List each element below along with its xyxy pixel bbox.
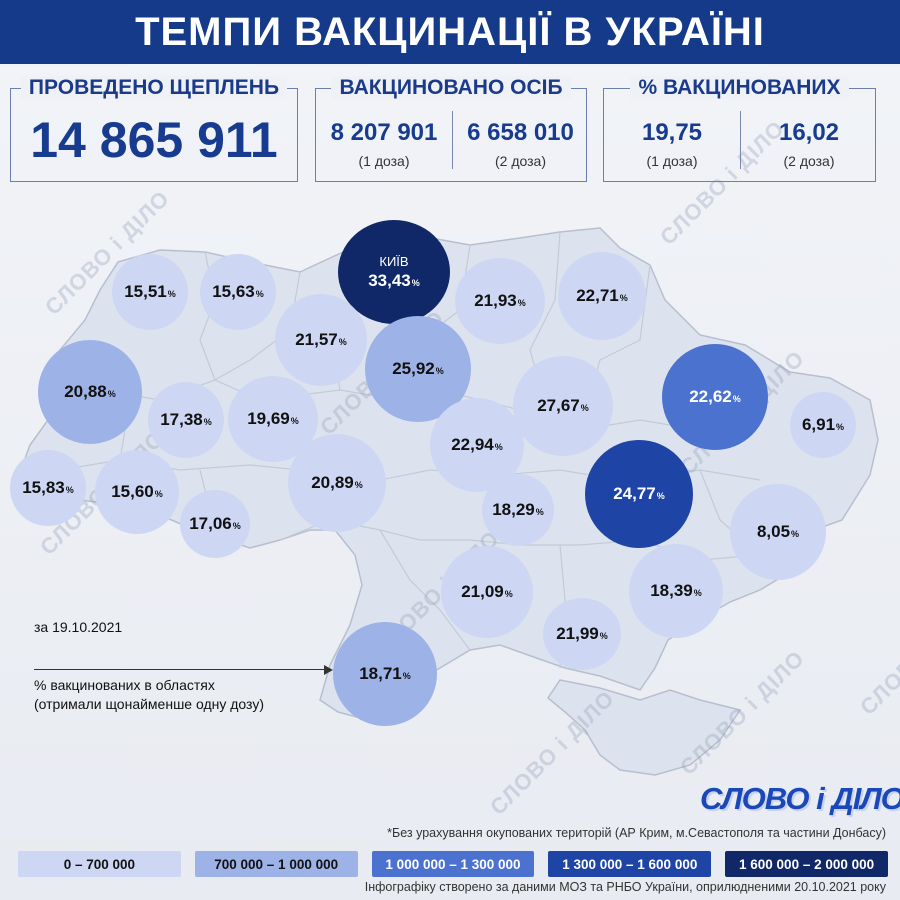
doses-total: 14 865 911 (30, 112, 278, 168)
persons-title: ВАКЦИНОВАНО ОСІБ (331, 76, 571, 99)
legend-item: 1 300 000 – 1 600 000 (548, 851, 712, 877)
region-bubble: 20,89% (288, 434, 386, 532)
divider (452, 111, 453, 169)
region-bubble: 18,71% (333, 622, 437, 726)
legend-item: 1 000 000 – 1 300 000 (371, 851, 535, 877)
percent-first-dose: 19,75 (1 доза) (604, 119, 740, 169)
legend-item: 0 – 700 000 (18, 851, 181, 877)
region-bubble: 27,67% (513, 356, 613, 456)
source-note: Інфографіку створено за даними МОЗ та РН… (364, 880, 886, 894)
percent-first-label: (1 доза) (646, 153, 698, 169)
city-name: КИЇВ (379, 253, 409, 269)
region-bubble: 8,05% (730, 484, 826, 580)
doses-stat-box: ПРОВЕДЕНО ЩЕПЛЕНЬ 14 865 911 (10, 76, 298, 182)
legend-note: % вакцинованих в областях (отримали щона… (34, 677, 264, 712)
percent-first-value: 19,75 (641, 119, 703, 146)
region-bubble: 15,63% (200, 254, 276, 330)
doses-title: ПРОВЕДЕНО ЩЕПЛЕНЬ (20, 76, 288, 99)
region-bubble: 21,99% (543, 598, 621, 670)
persons-second-dose: 6 658 010 (2 доза) (453, 119, 588, 169)
region-bubble: 6,91% (790, 392, 856, 458)
persons-second-value: 6 658 010 (467, 119, 574, 146)
percent-second-dose: 16,02 (2 доза) (741, 119, 877, 169)
region-bubble: 24,77% (585, 440, 693, 548)
region-bubble: 21,93% (455, 258, 545, 344)
divider (740, 111, 741, 169)
percent-title: % ВАКЦИНОВАНИХ (630, 76, 849, 99)
persons-stat-box: ВАКЦИНОВАНО ОСІБ 8 207 901 (1 доза) 6 65… (315, 76, 588, 182)
persons-first-label: (1 доза) (358, 153, 410, 169)
arrow-icon (324, 665, 333, 675)
region-bubble: 17,06% (180, 490, 250, 558)
region-bubble-kyiv: КИЇВ 33,43% (338, 220, 450, 324)
persons-second-label: (2 доза) (494, 153, 546, 169)
region-bubble: 18,39% (629, 544, 723, 638)
region-bubble: 21,09% (441, 546, 533, 638)
region-bubble: 17,38% (148, 382, 224, 458)
footnote: *Без урахування окупованих територій (АР… (387, 826, 886, 840)
region-bubble: 15,51% (112, 254, 188, 330)
persons-first-value: 8 207 901 (330, 119, 438, 146)
percent-second-label: (2 доза) (783, 153, 835, 169)
logo: СЛОВО і ДІЛО (700, 781, 900, 816)
region-bubble: 22,62% (662, 344, 768, 450)
percent-stat-box: % ВАКЦИНОВАНИХ 19,75 (1 доза) 16,02 (2 д… (603, 76, 877, 182)
legend-item: 1 600 000 – 2 000 000 (725, 851, 888, 877)
crimea-outline (546, 679, 742, 776)
legend: 0 – 700 000 700 000 – 1 000 000 1 000 00… (18, 851, 888, 877)
legend-item: 700 000 – 1 000 000 (194, 851, 358, 877)
percent-second-value: 16,02 (778, 119, 840, 146)
header-bar: ТЕМПИ ВАКЦИНАЦІЇ В УКРАЇНІ (0, 0, 900, 64)
region-bubble: 20,88% (38, 340, 142, 444)
persons-first-dose: 8 207 901 (1 доза) (316, 119, 452, 169)
pointer-line (34, 669, 326, 670)
region-bubble: 22,71% (558, 252, 646, 340)
page-title: ТЕМПИ ВАКЦИНАЦІЇ В УКРАЇНІ (135, 9, 765, 54)
region-bubble: 18,29% (482, 474, 554, 546)
region-bubble: 21,57% (275, 294, 367, 386)
region-bubble: 15,83% (10, 450, 86, 526)
date-note: за 19.10.2021 (34, 619, 123, 635)
region-bubble: 15,60% (95, 450, 179, 534)
